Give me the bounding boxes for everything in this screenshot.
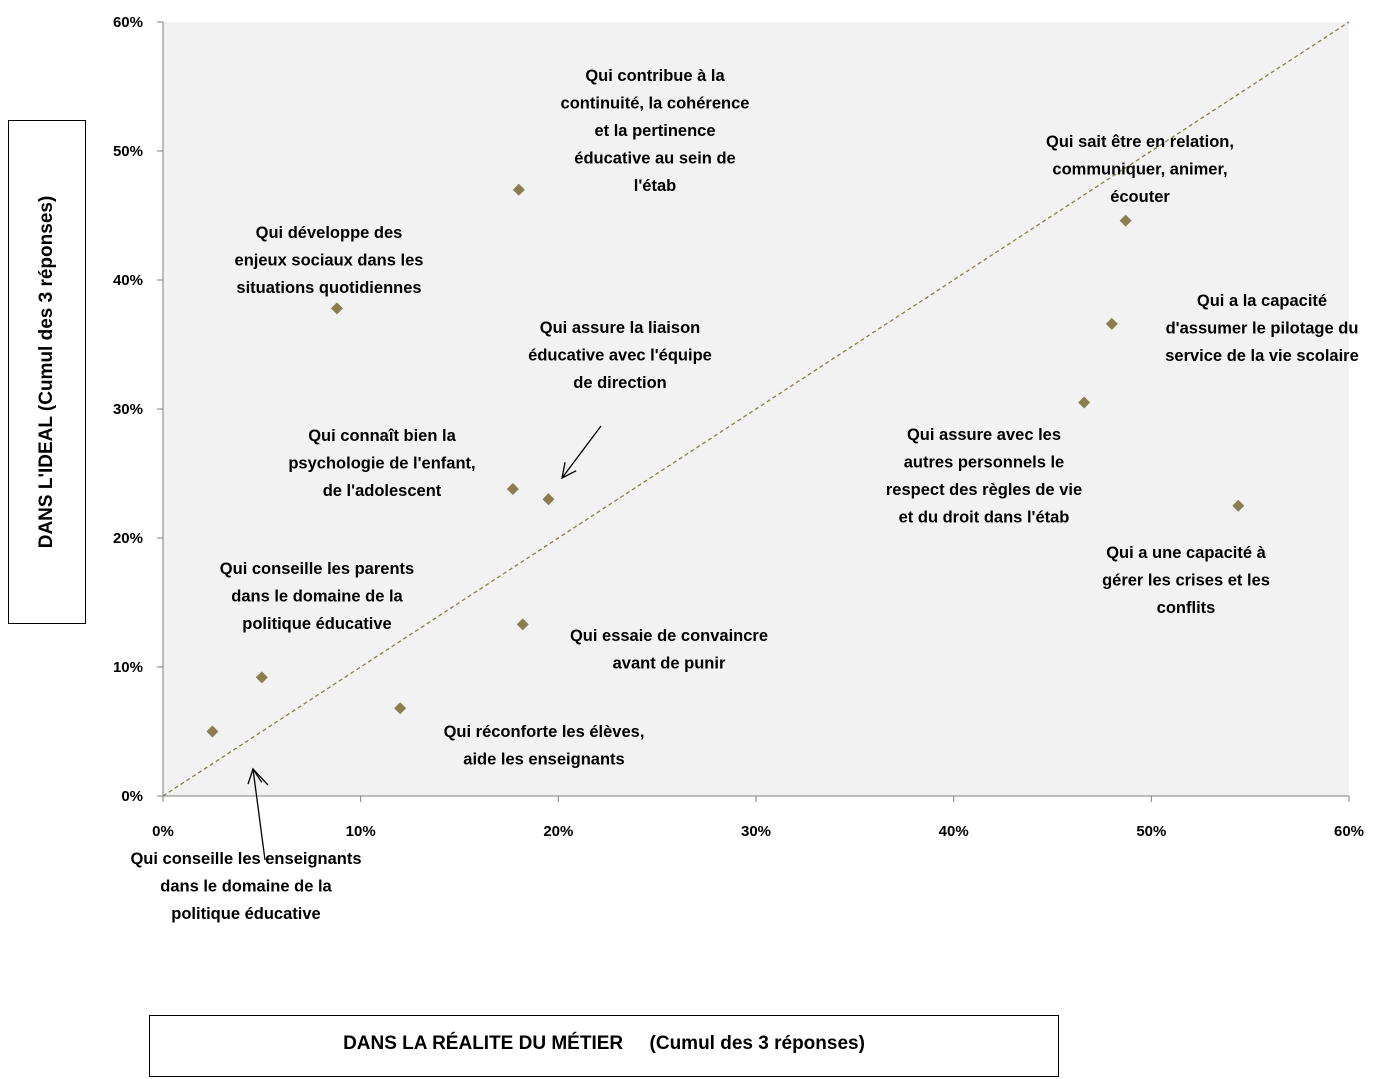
annotation-line: Qui conseille les parents	[220, 560, 414, 578]
annotation-line: conflits	[1157, 599, 1216, 617]
annotation-line: enjeux sociaux dans les	[235, 252, 424, 270]
data-point	[330, 302, 343, 315]
x-tick-label: 20%	[543, 823, 573, 840]
annotation-line: Qui réconforte les élèves,	[444, 723, 645, 741]
arrow-liaison	[561, 425, 602, 480]
data-point	[394, 702, 407, 715]
annotation-line: gérer les crises et les	[1102, 572, 1270, 590]
annotation-line: avant de punir	[613, 655, 726, 673]
point-annotation: Qui assure la liaison éducative avec l'éq…	[528, 319, 712, 392]
annotation-line: dans le domaine de la	[160, 878, 332, 896]
annotation-line: autres personnels le	[904, 454, 1064, 472]
annotation-line: service de la vie scolaire	[1165, 347, 1359, 365]
data-point	[506, 482, 519, 495]
annotation-line: politique éducative	[171, 905, 320, 923]
annotation-line: Qui contribue à la	[585, 67, 725, 85]
x-tick-label: 60%	[1334, 823, 1364, 840]
annotation-line: Qui assure avec les	[907, 426, 1061, 444]
annotation-line: communiquer, animer,	[1052, 161, 1227, 179]
annotation-line: politique éducative	[242, 615, 391, 633]
data-point	[542, 493, 555, 506]
annotation-line: situations quotidiennes	[236, 279, 421, 297]
annotation-line: Qui a une capacité à	[1106, 544, 1266, 562]
x-axis-label: DANS LA RÉALITE DU MÉTIER (Cumul des 3 r…	[343, 1033, 865, 1054]
y-tick-label: 20%	[113, 530, 143, 547]
annotation-line: l'étab	[634, 177, 676, 195]
arrow-shaft	[561, 425, 602, 479]
annotation-line: dans le domaine de la	[231, 588, 403, 606]
point-annotation: Qui réconforte les élèves, aide les ensei…	[444, 723, 645, 769]
x-tick-label: 0%	[152, 823, 174, 840]
data-point	[516, 618, 529, 631]
point-annotation: Qui assure avec les autres personnels le r…	[886, 426, 1082, 527]
y-axis-label: DANS L'IDEAL (Cumul des 3 réponses)	[36, 195, 57, 549]
data-point	[512, 183, 525, 196]
annotation-line: respect des règles de vie	[886, 481, 1082, 499]
data-point	[1119, 214, 1132, 227]
x-tick-label: 50%	[1136, 823, 1166, 840]
x-tick-label: 10%	[346, 823, 376, 840]
annotation-line: Qui essaie de convaincre	[570, 627, 768, 645]
data-point	[1078, 396, 1091, 409]
annotation-line: Qui assure la liaison	[540, 319, 700, 337]
annotation-line: de direction	[573, 374, 667, 392]
x-tick-label: 40%	[939, 823, 969, 840]
annotation-line: Qui a la capacité	[1197, 292, 1327, 310]
point-annotation: Qui conseille les enseignants dans le dom…	[130, 850, 361, 923]
y-tick-label: 40%	[113, 272, 143, 289]
point-annotation: Qui conseille les parents dans le domaine…	[220, 560, 414, 633]
annotation-line: psychologie de l'enfant,	[288, 455, 475, 473]
y-tick-label: 0%	[121, 788, 143, 805]
y-tick-label: 60%	[113, 14, 143, 31]
annotation-line: Qui conseille les enseignants	[130, 850, 361, 868]
data-point	[1105, 317, 1118, 330]
y-tick-label: 10%	[113, 659, 143, 676]
data-point	[1232, 499, 1245, 512]
annotation-line: Qui connaît bien la	[308, 427, 456, 445]
point-annotation: Qui a une capacité à gérer les crises et …	[1102, 544, 1270, 617]
annotation-line: continuité, la cohérence	[561, 95, 750, 113]
annotation-line: aide les enseignants	[463, 751, 624, 769]
y-axis-label-box	[8, 120, 86, 624]
point-annotation: Qui contribue à la continuité, la cohéren…	[561, 67, 750, 195]
point-annotation: Qui connaît bien la psychologie de l'enfa…	[288, 427, 475, 500]
data-point	[255, 671, 268, 684]
x-axis-label-box: DANS LA RÉALITE DU MÉTIER (Cumul des 3 r…	[149, 1015, 1059, 1077]
annotation-line: et la pertinence	[594, 122, 715, 140]
annotation-line: de l'adolescent	[323, 482, 442, 500]
point-annotation: Qui a la capacité d'assumer le pilotage d…	[1165, 292, 1359, 365]
y-tick-label: 50%	[113, 143, 143, 160]
data-point	[206, 725, 219, 738]
point-annotation: Qui développe des enjeux sociaux dans les…	[235, 224, 424, 297]
arrow-shaft	[252, 768, 266, 861]
annotation-line: et du droit dans l'étab	[899, 509, 1070, 527]
reference-diagonal-line	[162, 21, 1350, 797]
annotation-line: éducative avec l'équipe	[528, 347, 712, 365]
y-tick-label: 30%	[113, 401, 143, 418]
annotation-line: Qui sait être en relation,	[1046, 133, 1234, 151]
annotation-line: d'assumer le pilotage du	[1166, 320, 1359, 338]
annotation-line: Qui développe des	[256, 224, 403, 242]
point-annotation: Qui sait être en relation, communiquer, a…	[1046, 133, 1234, 206]
arrow-head	[561, 462, 577, 480]
annotation-line: écouter	[1110, 188, 1170, 206]
x-tick-label: 30%	[741, 823, 771, 840]
point-annotation: Qui essaie de convaincre avant de punir	[570, 627, 768, 673]
arrow-head-extra	[252, 768, 269, 786]
annotation-line: éducative au sein de	[574, 150, 735, 168]
